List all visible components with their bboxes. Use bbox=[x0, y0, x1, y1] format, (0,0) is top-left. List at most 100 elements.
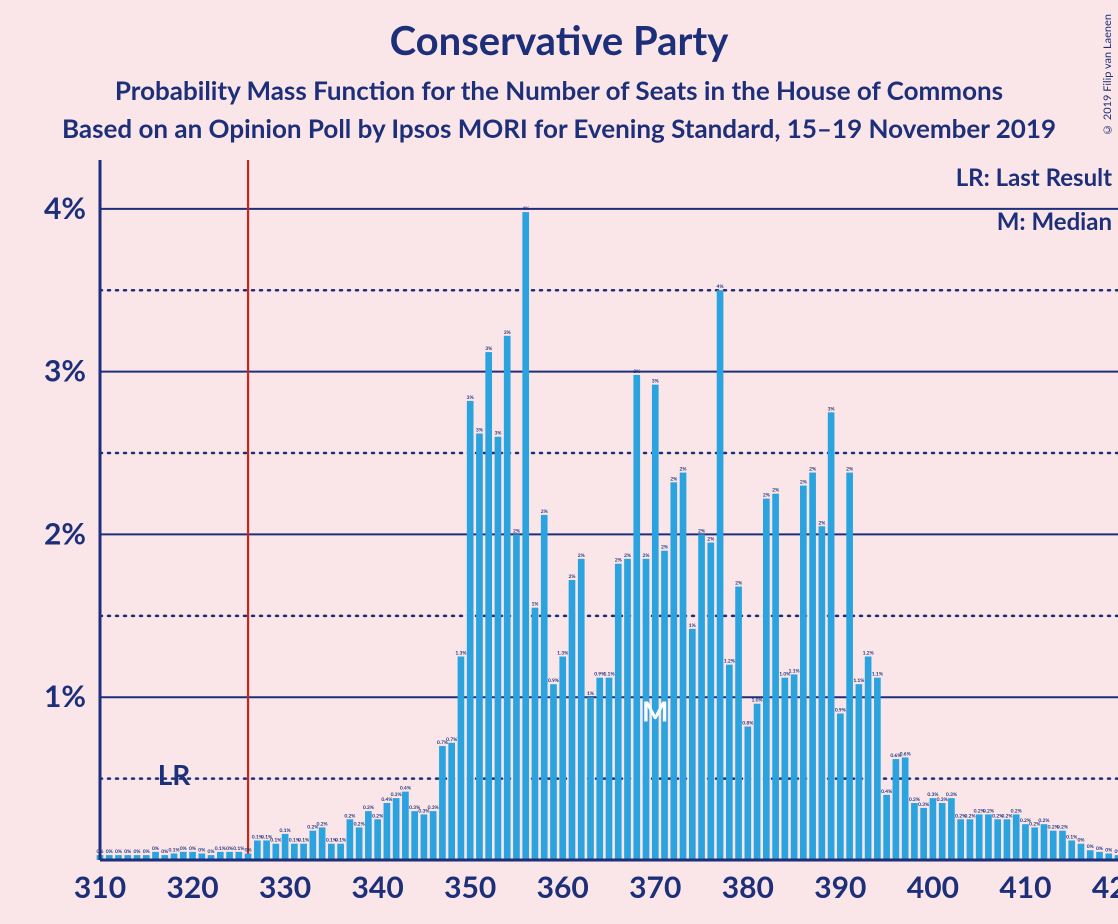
bar bbox=[596, 678, 603, 860]
bar bbox=[782, 678, 789, 860]
bar bbox=[263, 840, 270, 860]
bar bbox=[698, 534, 705, 860]
bar bbox=[985, 814, 992, 860]
bar-label: 0.9% bbox=[835, 707, 846, 713]
bar-label: 0.3% bbox=[391, 792, 402, 798]
bar bbox=[550, 684, 557, 860]
bar-label: 0.3% bbox=[363, 805, 374, 811]
bar bbox=[1022, 824, 1029, 860]
bar-label: 3% bbox=[828, 406, 835, 412]
bar-label: 2% bbox=[661, 545, 668, 551]
bar-label: 2% bbox=[643, 553, 650, 559]
bar bbox=[717, 290, 724, 860]
bar-label: 1% bbox=[531, 602, 538, 608]
bar-label: 0% bbox=[180, 846, 187, 852]
bar-label: 0% bbox=[198, 847, 205, 853]
bar bbox=[522, 212, 529, 860]
bar bbox=[856, 684, 863, 860]
bar bbox=[1068, 840, 1075, 860]
bar bbox=[874, 678, 881, 860]
bar bbox=[282, 834, 289, 860]
bar-label: 0% bbox=[1096, 846, 1103, 852]
bar bbox=[384, 803, 391, 860]
bar bbox=[828, 412, 835, 860]
x-tick-label: 360 bbox=[537, 869, 589, 905]
bar-label: 0.6% bbox=[900, 751, 911, 757]
bar-label: 1.3% bbox=[557, 651, 568, 657]
bar bbox=[726, 665, 733, 860]
bar-label: 0.4% bbox=[400, 786, 411, 792]
bar-label: 2% bbox=[680, 467, 687, 473]
bar-label: 3% bbox=[652, 379, 659, 385]
x-tick-label: 400 bbox=[907, 869, 959, 905]
bar bbox=[994, 819, 1001, 860]
bar-label: 2% bbox=[846, 467, 853, 473]
bar bbox=[1059, 831, 1066, 860]
bar-label: 0.2% bbox=[1011, 808, 1022, 814]
x-tick-label: 410 bbox=[999, 869, 1051, 905]
y-tick-label: 2% bbox=[44, 515, 86, 551]
bar-label: 2% bbox=[809, 467, 816, 473]
bar bbox=[300, 844, 307, 860]
bar-label: 0.2% bbox=[354, 821, 365, 827]
bar bbox=[439, 746, 446, 860]
bar bbox=[541, 515, 548, 860]
bar bbox=[1004, 819, 1011, 860]
y-tick-label: 3% bbox=[44, 353, 86, 389]
bar bbox=[1031, 827, 1038, 860]
bar-label: 0.1% bbox=[215, 846, 226, 852]
bar bbox=[328, 844, 335, 860]
bar bbox=[485, 352, 492, 860]
bar bbox=[587, 697, 594, 860]
bar-label: 0% bbox=[1105, 847, 1112, 853]
bar bbox=[1078, 844, 1085, 860]
bar bbox=[310, 831, 317, 860]
bar-label: 2% bbox=[578, 553, 585, 559]
x-tick-label: 380 bbox=[722, 869, 774, 905]
bar bbox=[578, 559, 585, 860]
bar-label: 2% bbox=[800, 480, 807, 486]
bar bbox=[680, 473, 687, 860]
bar bbox=[791, 674, 798, 860]
bar bbox=[976, 814, 983, 860]
bar-label: 0% bbox=[115, 849, 122, 855]
bar-label: 1.2% bbox=[724, 659, 735, 665]
x-tick-label: 370 bbox=[629, 869, 681, 905]
bar bbox=[754, 704, 761, 860]
bar bbox=[513, 534, 520, 860]
bar bbox=[809, 473, 816, 860]
bar bbox=[837, 713, 844, 860]
bar-label: 0.8% bbox=[742, 721, 753, 727]
bar bbox=[939, 803, 946, 860]
bar-label: 0.3% bbox=[946, 792, 957, 798]
bar bbox=[819, 526, 826, 860]
bar bbox=[1050, 831, 1057, 860]
bar bbox=[421, 814, 428, 860]
bar bbox=[948, 798, 955, 860]
bar-label: 3% bbox=[633, 369, 640, 375]
bar-label: 1.1% bbox=[853, 678, 864, 684]
bar bbox=[967, 819, 974, 860]
bar-label: 0.1% bbox=[280, 828, 291, 834]
bar bbox=[458, 657, 465, 860]
bar-label: 1.1% bbox=[872, 672, 883, 678]
bar-label: 1.3% bbox=[455, 651, 466, 657]
bar-label: 1.1% bbox=[603, 672, 614, 678]
bar-label: 0.2% bbox=[372, 813, 383, 819]
bar bbox=[402, 792, 409, 860]
bar bbox=[763, 499, 770, 860]
bar bbox=[374, 819, 381, 860]
bar-label: 4% bbox=[522, 206, 529, 212]
bar-label: 0% bbox=[161, 849, 168, 855]
bar bbox=[615, 564, 622, 860]
bar bbox=[448, 743, 455, 860]
bar-label: 0% bbox=[245, 847, 252, 853]
bar-label: 0% bbox=[226, 846, 233, 852]
bar-label: 0.7% bbox=[446, 737, 457, 743]
bar bbox=[920, 808, 927, 860]
bar-label: 2% bbox=[707, 537, 714, 543]
bar-label: 0% bbox=[1115, 849, 1118, 855]
bar-label: 2% bbox=[541, 509, 548, 515]
bar bbox=[356, 827, 363, 860]
bar-label: 0.1% bbox=[270, 838, 281, 844]
